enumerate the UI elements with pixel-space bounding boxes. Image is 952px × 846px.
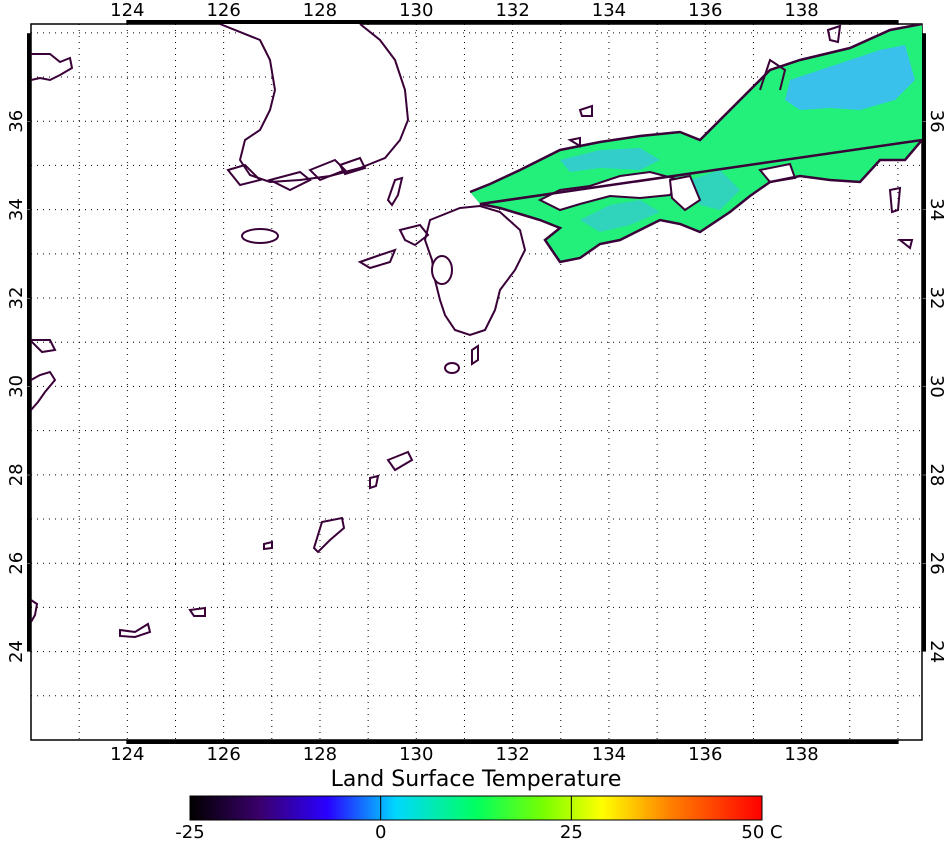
lon-tick-label-top: 128 [303,0,337,21]
lat-tick-label-right: 28 [926,463,947,486]
noto-peninsula [759,58,787,91]
small-islands [31,24,914,639]
colorbar [189,795,763,821]
lon-tick-label-top: 136 [688,0,722,21]
lat-tick-label-right: 30 [926,375,947,398]
lon-tick-bar-top [704,20,803,24]
lon-tick-bar-top [222,20,321,24]
lat-tick-bar-right [922,386,926,475]
lat-tick-bar-left [27,33,31,122]
kyushu-lake [431,255,453,285]
korea-islands [226,156,367,192]
lon-tick-label-bottom: 124 [110,744,144,765]
lat-tick-label-left: 34 [6,198,27,221]
lon-tick-label-top: 134 [592,0,626,21]
lon-tick-label-bottom: 136 [688,744,722,765]
colorbar-title: Land Surface Temperature [331,767,622,792]
lat-tick-bar-right [922,298,926,387]
lat-tick-label-left: 26 [6,552,27,575]
lat-tick-bar-left [27,121,31,210]
lat-tick-bar-right [922,475,926,564]
honshu-coast [469,24,922,264]
lat-tick-label-left: 30 [6,375,27,398]
lat-tick-bar-left [27,386,31,475]
lat-tick-label-right: 34 [926,198,947,221]
lon-tick-bar-bottom [222,740,321,744]
lat-tick-label-right: 36 [926,110,947,133]
lat-tick-bar-left [27,563,31,652]
lon-tick-bar-bottom [800,740,899,744]
lat-tick-label-left: 36 [6,110,27,133]
lat-tick-label-left: 24 [6,640,27,663]
korea-coast [219,24,410,184]
lon-tick-bar-top [126,20,225,24]
lon-tick-bar-bottom [318,740,417,744]
lon-tick-bar-top [800,20,899,24]
lon-tick-bar-bottom [415,740,514,744]
china-coast-north [31,53,74,82]
lat-tick-label-right: 24 [926,640,947,663]
lat-tick-bar-right [922,563,926,652]
lat-tick-label-left: 28 [6,463,27,486]
axis-ticks: 124 124 126 126 128 128 130 130 132 132 134 134 136 1… [6,0,947,765]
lon-tick-label-bottom: 126 [206,744,240,765]
cool-patch-kii [690,170,740,210]
colorbar-tick-label: 0 [375,822,386,843]
lat-tick-bar-right [922,210,926,299]
lon-tick-bar-bottom [126,740,225,744]
lon-tick-bar-top [607,20,706,24]
colorbar-tick-labels: -25 0 25 50 C [175,796,783,843]
lon-tick-label-top: 138 [784,0,818,21]
lon-tick-label-top: 124 [110,0,144,21]
lon-tick-label-top: 132 [495,0,529,21]
lon-tick-label-top: 130 [399,0,433,21]
lat-tick-bar-left [27,475,31,564]
taiwan-coast [31,599,39,623]
osaka-bay [668,174,702,212]
land-data [31,24,922,639]
colorbar-tick-label: 25 [560,822,583,843]
colorbar-tick-label: -25 [175,822,204,843]
lon-tick-bar-top [511,20,610,24]
lat-tick-bar-left [27,210,31,299]
lat-tick-label-right: 26 [926,552,947,575]
lat-tick-bar-left [27,298,31,387]
lon-tick-label-bottom: 128 [303,744,337,765]
lon-tick-bar-top [415,20,514,24]
lat-tick-bar-right [922,33,926,122]
lon-tick-label-bottom: 132 [495,744,529,765]
lon-tick-bar-bottom [704,740,803,744]
lon-tick-label-top: 126 [206,0,240,21]
lat-tick-label-right: 32 [926,287,947,310]
lat-tick-bar-right [922,121,926,210]
lon-tick-bar-bottom [511,740,610,744]
lon-tick-label-bottom: 130 [399,744,433,765]
cool-patch-chubu [785,45,915,110]
jeju-island [241,228,279,244]
lon-tick-label-bottom: 138 [784,744,818,765]
cool-patch-shikoku [580,200,660,232]
colorbar-tick-label: 50 C [741,822,782,843]
lon-tick-bar-top [318,20,417,24]
lon-tick-label-bottom: 134 [592,744,626,765]
lon-tick-bar-bottom [607,740,706,744]
cool-patch-chugoku [560,148,660,172]
lat-tick-label-left: 32 [6,287,27,310]
china-coast-south [31,370,57,411]
